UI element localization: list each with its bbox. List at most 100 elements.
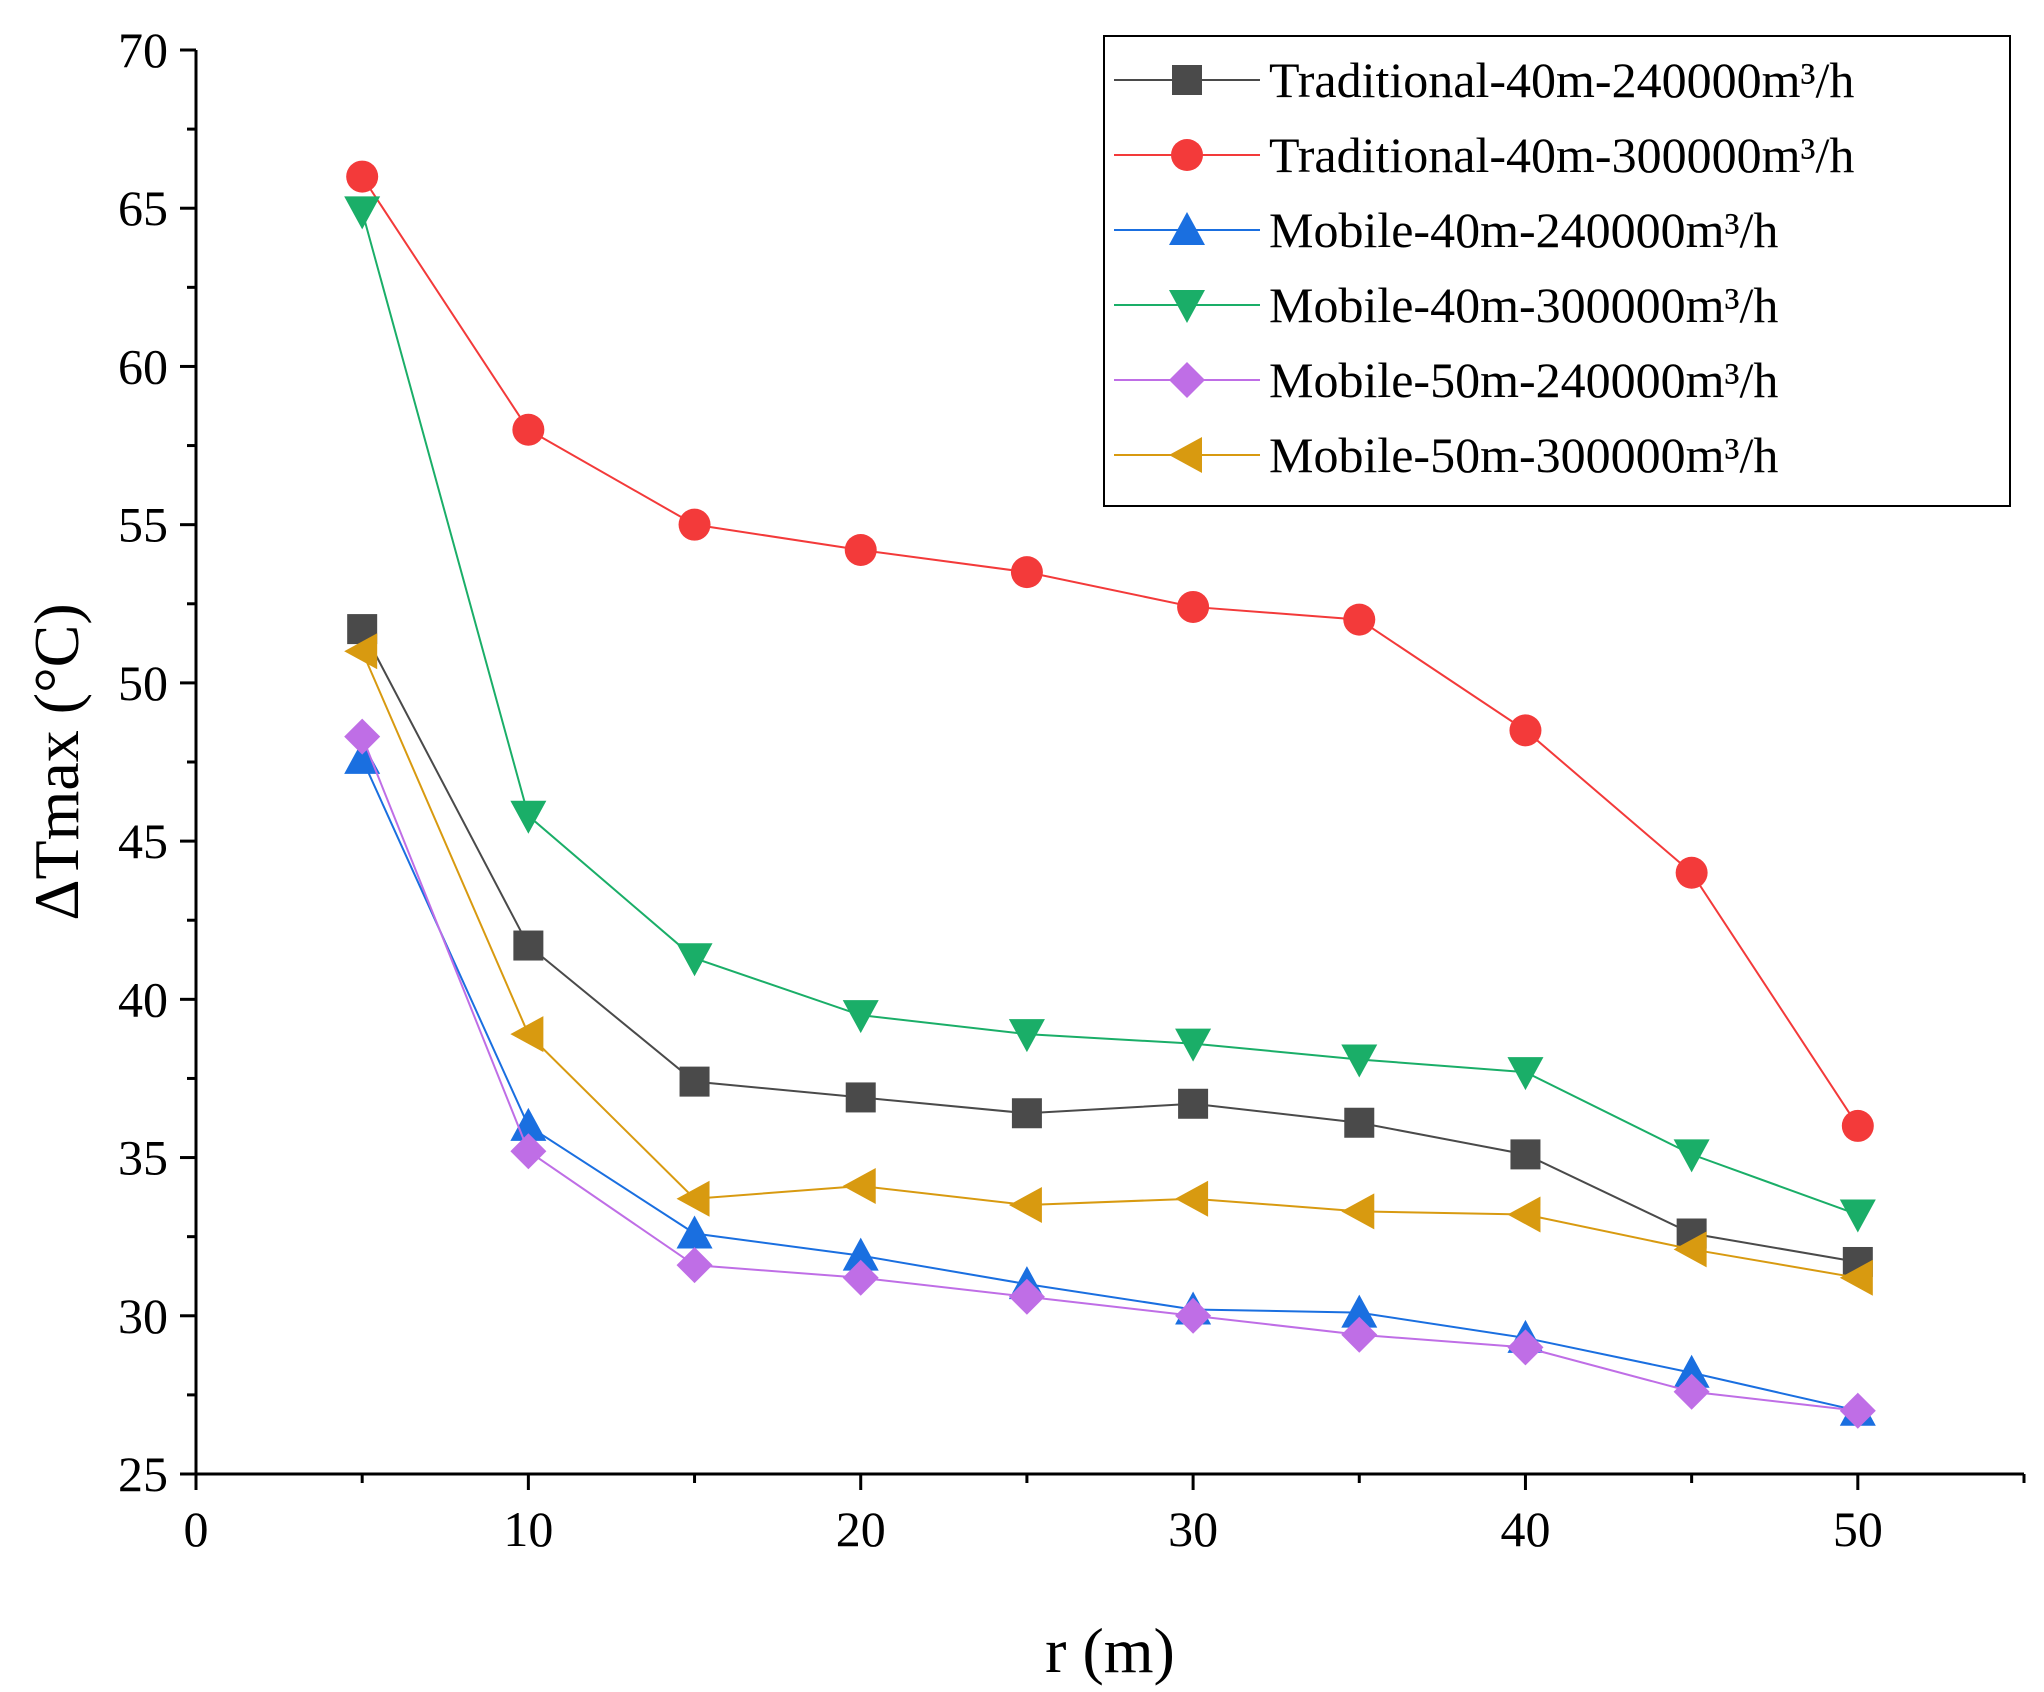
data-point <box>1510 1139 1541 1170</box>
legend-marker <box>1169 212 1205 245</box>
data-point <box>842 1168 876 1205</box>
data-point <box>512 413 545 446</box>
axes: 0 10 20 30 40 50 25 30 35 40 45 50 55 60 65 70 <box>118 22 2026 1557</box>
series-line <box>361 650 1858 1279</box>
y-tick-label: 50 <box>118 655 168 711</box>
data-point <box>1177 590 1210 623</box>
legend-marker <box>1169 362 1205 398</box>
data-point <box>1507 1196 1541 1233</box>
y-tick-label: 60 <box>118 338 168 394</box>
x-tick-label: 40 <box>1500 1501 1550 1557</box>
series-3 <box>344 196 1876 1233</box>
series-line <box>361 176 1859 1127</box>
data-point <box>1008 1019 1045 1053</box>
data-point <box>1841 1109 1874 1142</box>
data-point <box>1175 1028 1212 1062</box>
series-1 <box>346 160 1874 1142</box>
series-line <box>361 628 1858 1263</box>
legend-label: Mobile-40m-240000m³/h <box>1269 202 1778 258</box>
data-point <box>1175 1297 1212 1334</box>
series-0 <box>347 614 1873 1277</box>
legend-marker <box>1171 139 1203 171</box>
data-point <box>1008 1187 1042 1224</box>
data-point <box>1839 1199 1876 1233</box>
data-point <box>1178 1088 1209 1119</box>
data-point <box>1175 1180 1209 1217</box>
data-point <box>513 930 544 961</box>
data-point <box>1507 1057 1544 1091</box>
x-axis-title: r (m) <box>1045 1615 1175 1686</box>
data-point <box>676 1247 713 1284</box>
data-point <box>1839 1259 1873 1296</box>
data-point <box>1673 1373 1710 1410</box>
y-axis-title: ΔTmax (°C) <box>21 603 92 920</box>
data-point <box>1507 1329 1544 1366</box>
y-tick-label: 25 <box>118 1446 168 1502</box>
data-point <box>1008 1278 1045 1315</box>
y-tick-label: 55 <box>118 497 168 553</box>
data-point <box>679 1066 710 1097</box>
legend-item: Mobile-40m-240000m³/h <box>1114 202 1778 258</box>
data-point <box>1341 1044 1378 1078</box>
x-tick-label: 30 <box>1168 1501 1218 1557</box>
data-point <box>344 633 378 670</box>
data-point <box>1343 603 1376 636</box>
y-tick-label: 35 <box>118 1130 168 1186</box>
x-tick-label: 10 <box>503 1501 553 1557</box>
x-tick-label: 20 <box>836 1501 886 1557</box>
data-point <box>1341 1294 1378 1328</box>
data-point <box>510 1016 544 1053</box>
data-point <box>344 196 381 230</box>
data-point <box>1673 1139 1710 1173</box>
legend-label: Mobile-40m-300000m³/h <box>1269 277 1778 333</box>
y-tick-label: 65 <box>118 180 168 236</box>
data-point <box>1673 1231 1707 1268</box>
data-point <box>676 1180 710 1217</box>
legend-box <box>1103 35 2011 507</box>
x-tick-label: 50 <box>1833 1501 1883 1557</box>
legend-item: Mobile-50m-300000m³/h <box>1114 427 1778 483</box>
series-line <box>361 736 1858 1412</box>
data-point <box>1341 1193 1375 1230</box>
data-point <box>510 1133 547 1170</box>
y-tick-label: 30 <box>118 1288 168 1344</box>
legend-marker <box>1172 65 1202 95</box>
legend-item: Traditional-40m-240000m³/h <box>1114 52 1854 108</box>
legend-label: Traditional-40m-240000m³/h <box>1269 52 1854 108</box>
legend: Traditional-40m-240000m³/h Traditional-40… <box>1103 35 2011 507</box>
data-point <box>1344 1107 1375 1138</box>
data-point <box>344 740 381 774</box>
data-point <box>1010 556 1043 589</box>
series-4 <box>344 718 1876 1429</box>
data-point <box>344 718 381 755</box>
legend-label: Traditional-40m-300000m³/h <box>1269 127 1854 183</box>
data-point <box>346 160 379 193</box>
y-tick-label: 45 <box>118 813 168 869</box>
legend-marker <box>1169 437 1202 473</box>
data-point <box>676 1215 713 1249</box>
y-tick-label: 40 <box>118 971 168 1027</box>
legend-item: Traditional-40m-300000m³/h <box>1114 127 1854 183</box>
data-point <box>510 800 547 834</box>
legend-item: Mobile-50m-240000m³/h <box>1114 352 1778 408</box>
data-point <box>842 1000 879 1034</box>
legend-marker <box>1169 290 1205 323</box>
series-line <box>361 758 1859 1412</box>
data-point <box>1839 1392 1876 1429</box>
x-tick-label: 0 <box>184 1501 209 1557</box>
data-point <box>676 943 713 977</box>
data-point <box>1673 1354 1710 1388</box>
data-point <box>1675 856 1708 889</box>
series-2 <box>344 740 1876 1426</box>
data-point <box>510 1107 547 1141</box>
series-line <box>361 211 1859 1216</box>
data-point <box>678 508 711 541</box>
legend-item: Mobile-40m-300000m³/h <box>1114 277 1778 333</box>
data-point <box>845 1082 876 1113</box>
data-point <box>842 1259 879 1296</box>
series-5 <box>344 633 1873 1296</box>
data-point <box>1341 1316 1378 1353</box>
data-point <box>844 533 877 566</box>
legend-label: Mobile-50m-300000m³/h <box>1269 427 1778 483</box>
